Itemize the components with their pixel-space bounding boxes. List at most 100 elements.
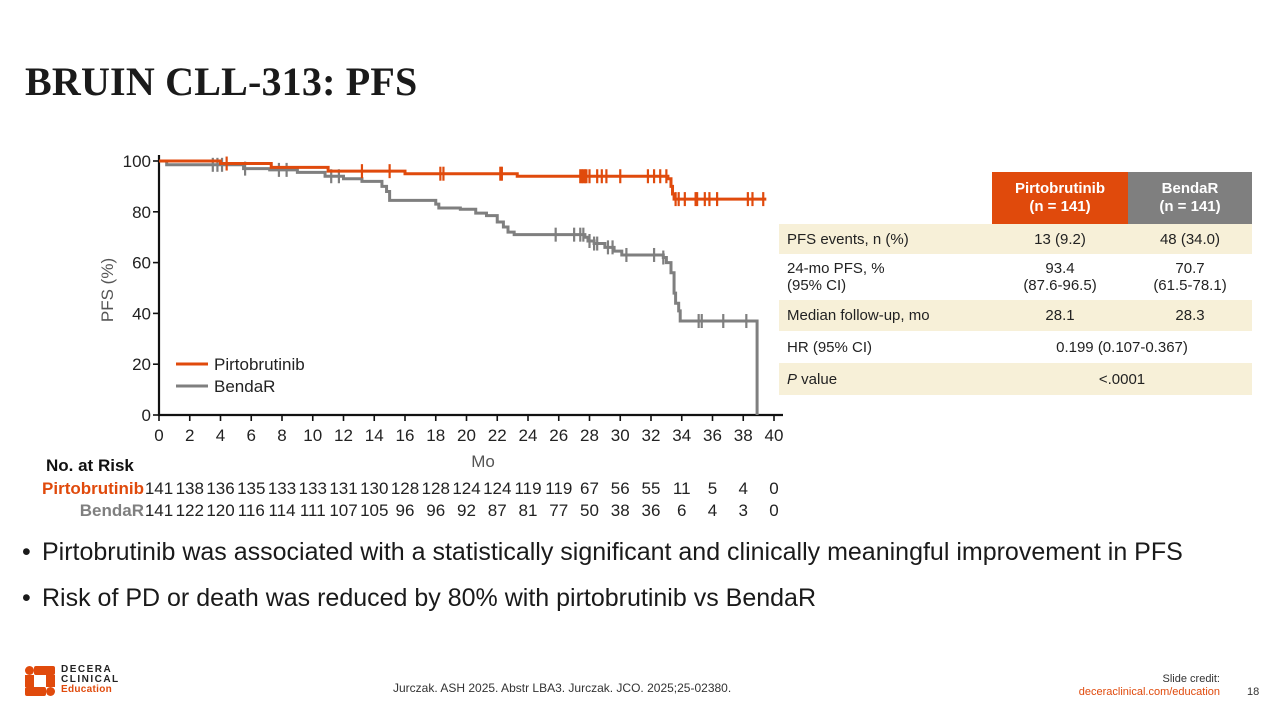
risk-count: 124 bbox=[452, 479, 481, 498]
x-tick-label: 32 bbox=[642, 426, 661, 445]
row-label: P value bbox=[779, 363, 992, 395]
risk-count: 105 bbox=[360, 501, 389, 520]
cell-pirtobrutinib: 93.4 (87.6-96.5) bbox=[1023, 260, 1097, 294]
risk-count: 96 bbox=[395, 501, 415, 520]
cell-pirtobrutinib: 13 (9.2) bbox=[992, 224, 1128, 254]
x-tick-label: 12 bbox=[334, 426, 353, 445]
x-tick-label: 20 bbox=[457, 426, 476, 445]
chart-legend: Pirtobrutinib BendaR bbox=[176, 355, 305, 396]
logo-line: CLINICAL bbox=[61, 674, 120, 685]
x-tick-label: 22 bbox=[488, 426, 507, 445]
risk-count: 87 bbox=[487, 501, 507, 520]
risk-count: 119 bbox=[545, 479, 573, 498]
risk-count: 131 bbox=[329, 479, 358, 498]
risk-count: 128 bbox=[421, 479, 450, 498]
x-axis-label: Mo bbox=[471, 452, 495, 471]
decera-logo-icon bbox=[25, 666, 55, 696]
x-tick-label: 28 bbox=[580, 426, 599, 445]
x-tick-label: 26 bbox=[549, 426, 568, 445]
slide-credit: Slide credit: deceraclinical.com/educati… bbox=[1079, 673, 1220, 699]
table-row: Median follow-up, mo 28.1 28.3 bbox=[779, 300, 1252, 331]
x-tick-label: 18 bbox=[426, 426, 445, 445]
km-curve-pirtobrutinib bbox=[159, 159, 767, 201]
table-row: 24-mo PFS, % (95% CI) 93.4 (87.6-96.5) 70.… bbox=[779, 254, 1252, 300]
risk-count: 0 bbox=[769, 501, 779, 520]
cell-bendar: 28.3 bbox=[1128, 300, 1252, 331]
page-number: 18 bbox=[1247, 686, 1260, 698]
risk-count: 81 bbox=[518, 501, 538, 520]
legend-label-pirtobrutinib: Pirtobrutinib bbox=[214, 355, 305, 374]
risk-count: 124 bbox=[483, 479, 512, 498]
x-tick-label: 10 bbox=[303, 426, 322, 445]
risk-count: 11 bbox=[672, 479, 691, 498]
risk-count: 92 bbox=[457, 501, 476, 520]
row-label: 24-mo PFS, % (95% CI) bbox=[787, 260, 885, 294]
x-tick-label: 6 bbox=[247, 426, 256, 445]
citation: Jurczak. ASH 2025. Abstr LBA3. Jurczak. … bbox=[393, 681, 732, 695]
header-arm-n: (n = 141) bbox=[1159, 198, 1221, 215]
risk-count: 6 bbox=[677, 501, 687, 520]
risk-count: 77 bbox=[549, 501, 569, 520]
risk-count: 50 bbox=[580, 501, 599, 520]
x-tick-label: 34 bbox=[672, 426, 691, 445]
risk-count: 138 bbox=[175, 479, 204, 498]
table-row: PFS events, n (%) 13 (9.2) 48 (34.0) bbox=[779, 224, 1252, 254]
risk-count: 128 bbox=[390, 479, 420, 498]
risk-count: 56 bbox=[610, 479, 630, 498]
cell-bendar: 70.7 (61.5-78.1) bbox=[1153, 260, 1227, 294]
x-tick-label: 38 bbox=[734, 426, 753, 445]
risk-count: 36 bbox=[641, 501, 661, 520]
chart-axes: 0 2 4 6 8 10 12 14 16 18 20 22 24 26 28 30 32 34 36 38 40020… bbox=[123, 152, 784, 445]
risk-count: 111 bbox=[299, 501, 326, 520]
risk-count: 141 bbox=[144, 479, 174, 498]
row-label: PFS events, n (%) bbox=[779, 224, 992, 254]
risk-count: 136 bbox=[206, 479, 235, 498]
x-tick-label: 40 bbox=[765, 426, 784, 445]
header-arm-name: Pirtobrutinib bbox=[1015, 180, 1105, 197]
number-at-risk-title: No. at Risk bbox=[46, 456, 134, 475]
credit-label: Slide credit: bbox=[1162, 673, 1220, 685]
y-tick-label: 80 bbox=[132, 203, 151, 222]
x-tick-label: 14 bbox=[365, 426, 384, 445]
risk-count: 3 bbox=[738, 501, 748, 520]
slide-title: BRUIN CLL-313: PFS bbox=[25, 59, 418, 104]
risk-count: 107 bbox=[329, 501, 358, 520]
cell-p-value: <.0001 bbox=[992, 363, 1252, 395]
y-tick-label: 60 bbox=[132, 254, 151, 273]
y-tick-label: 100 bbox=[123, 152, 151, 171]
risk-count: 38 bbox=[610, 501, 630, 520]
y-tick-label: 20 bbox=[132, 355, 151, 374]
bullet-item: Pirtobrutinib was associated with a stat… bbox=[22, 536, 1222, 568]
risk-count: 5 bbox=[707, 479, 718, 498]
legend-label-bendar: BendaR bbox=[214, 377, 275, 396]
risk-count: 4 bbox=[707, 501, 718, 520]
risk-count: 130 bbox=[360, 479, 389, 498]
summary-header-empty bbox=[779, 172, 992, 224]
risk-count: 96 bbox=[426, 501, 446, 520]
risk-count: 0 bbox=[769, 479, 779, 498]
x-tick-label: 24 bbox=[519, 426, 538, 445]
row-label: HR (95% CI) bbox=[787, 338, 873, 356]
table-row: HR (95% CI) 0.199 (0.107-0.367) bbox=[779, 331, 1252, 363]
header-arm-n: (n = 141) bbox=[1029, 198, 1091, 215]
credit-link[interactable]: deceraclinical.com/education bbox=[1078, 686, 1220, 698]
risk-count: 133 bbox=[267, 479, 297, 498]
header-arm-name: BendaR bbox=[1161, 180, 1219, 197]
summary-table: Pirtobrutinib (n = 141) BendaR (n = 141)… bbox=[779, 172, 1252, 395]
risk-count: 114 bbox=[268, 501, 296, 520]
y-tick-label: 0 bbox=[142, 406, 151, 425]
key-findings-list: Pirtobrutinib was associated with a stat… bbox=[22, 536, 1222, 628]
y-axis-label: PFS (%) bbox=[98, 258, 117, 322]
risk-count: 67 bbox=[580, 479, 599, 498]
risk-count: 122 bbox=[175, 501, 204, 520]
cell-hazard-ratio: 0.199 (0.107-0.367) bbox=[1056, 338, 1188, 356]
table-row: P value <.0001 bbox=[779, 363, 1252, 395]
risk-count: 141 bbox=[144, 501, 174, 520]
x-tick-label: 16 bbox=[396, 426, 415, 445]
row-label: Median follow-up, mo bbox=[779, 300, 992, 331]
summary-header-bendar: BendaR (n = 141) bbox=[1128, 172, 1252, 224]
cell-pirtobrutinib: 28.1 bbox=[992, 300, 1128, 331]
x-tick-label: 36 bbox=[703, 426, 722, 445]
risk-count: 55 bbox=[641, 479, 661, 498]
